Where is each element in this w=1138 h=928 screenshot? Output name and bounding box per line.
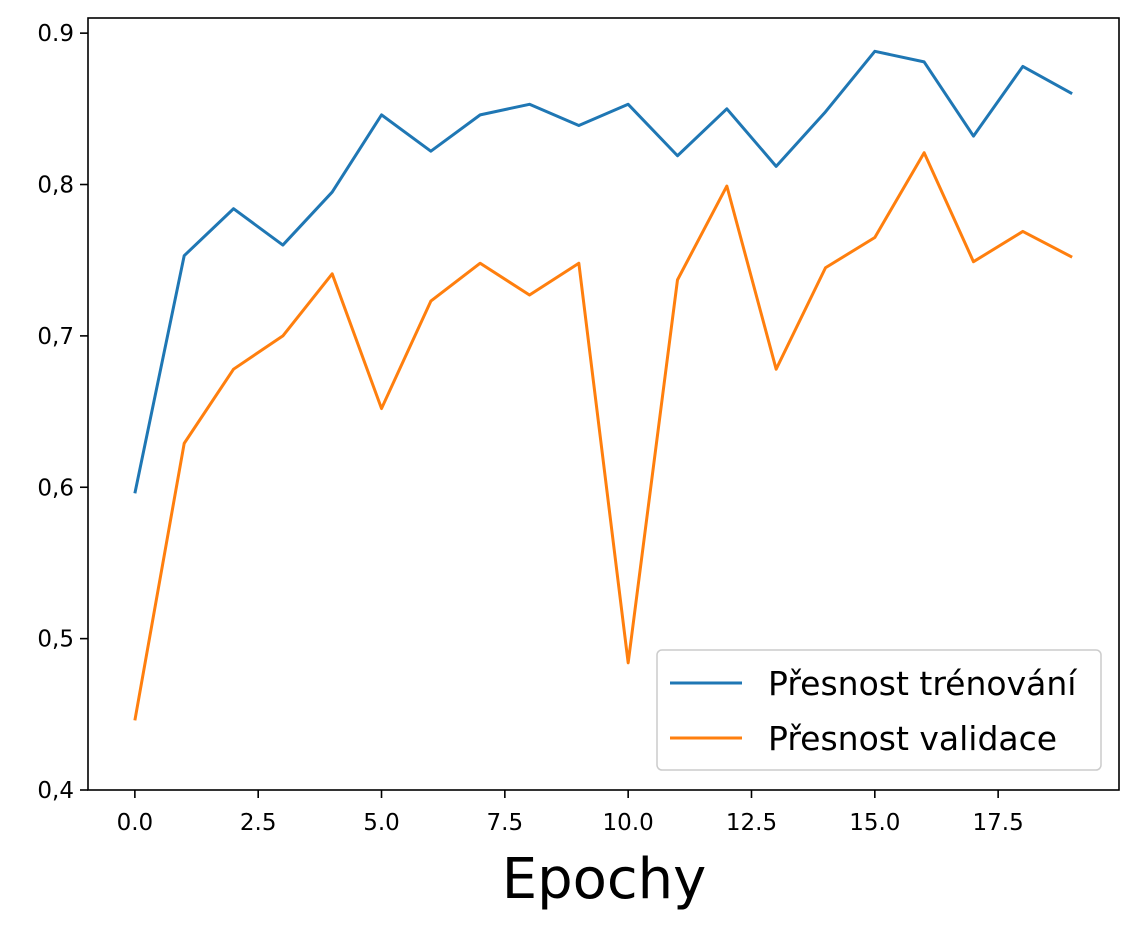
legend: Přesnost trénování Přesnost validace (656, 649, 1102, 771)
y-tick-label: 0,5 (37, 627, 74, 653)
x-tick-label: 10.0 (603, 810, 654, 836)
legend-label-training: Přesnost trénování (768, 664, 1078, 703)
plot-area-frame (87, 17, 1120, 791)
y-tick-label: 0,4 (37, 778, 74, 804)
x-tick-label: 12.5 (726, 810, 777, 836)
x-tick-label: 0.0 (117, 810, 154, 836)
x-tick-label: 2.5 (240, 810, 277, 836)
x-tick-label: 17.5 (973, 810, 1024, 836)
x-tick-label: 15.0 (849, 810, 900, 836)
series-line-validation (133, 151, 1073, 721)
x-axis-ticks: 0.0 2.5 5.0 7.5 10.0 12.5 15.0 17.5 (117, 790, 1024, 836)
x-tick-label: 7.5 (487, 810, 524, 836)
y-tick-label: 0,8 (37, 173, 74, 199)
y-tick-label: 0,7 (37, 324, 74, 350)
series-layer (133, 49, 1073, 721)
series-line-training (133, 49, 1073, 494)
y-tick-label: 0,6 (37, 475, 74, 501)
legend-box (656, 649, 1102, 771)
x-axis-title: Epochy (502, 847, 707, 912)
y-tick-label: 0.9 (37, 21, 74, 47)
y-axis-ticks: 0,4 0,5 0,6 0,7 0,8 0.9 (37, 21, 88, 804)
x-tick-label: 5.0 (363, 810, 400, 836)
legend-label-validation: Přesnost validace (768, 719, 1057, 758)
